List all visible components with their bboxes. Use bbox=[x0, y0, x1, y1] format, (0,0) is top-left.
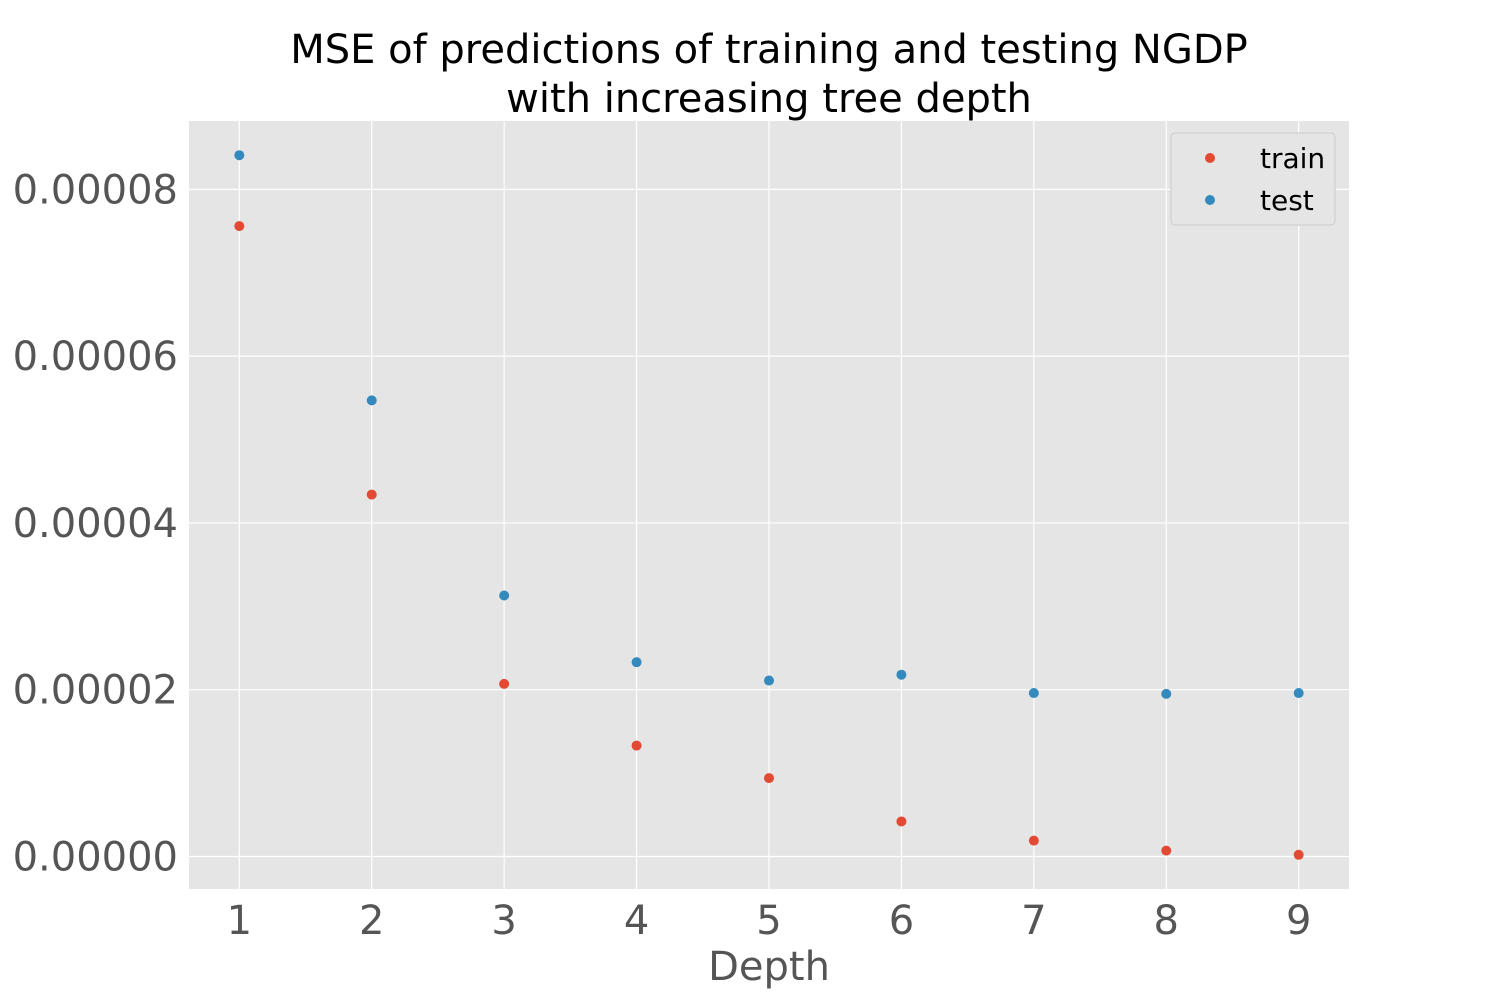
point-test bbox=[1161, 688, 1172, 699]
x-axis-label: Depth bbox=[708, 944, 830, 990]
legend-label-train: train bbox=[1260, 142, 1325, 175]
x-tick-label: 2 bbox=[359, 898, 384, 944]
legend-marker-train bbox=[1205, 153, 1215, 163]
x-tick-label: 4 bbox=[624, 898, 649, 944]
point-test bbox=[896, 669, 907, 680]
point-test bbox=[764, 675, 774, 686]
y-tick-label: 0.00004 bbox=[13, 501, 178, 547]
point-test bbox=[366, 395, 377, 406]
x-tick-label: 1 bbox=[227, 898, 252, 944]
tick-labels: 1 2 3 4 5 6 7 8 9 0.00000 0.00002 0.00004 0.00006 0.0… bbox=[13, 167, 1312, 944]
chart-title-line-2: with increasing tree depth bbox=[506, 76, 1032, 122]
y-tick-label: 0.00006 bbox=[13, 334, 178, 380]
legend-marker-test bbox=[1205, 195, 1215, 205]
point-test bbox=[1293, 688, 1304, 699]
point-test bbox=[234, 150, 245, 161]
grid bbox=[189, 121, 1349, 889]
point-train bbox=[234, 221, 245, 232]
x-tick-label: 7 bbox=[1021, 898, 1046, 944]
point-train bbox=[631, 740, 642, 751]
point-test bbox=[1028, 688, 1039, 699]
legend-label-test: test bbox=[1260, 184, 1314, 217]
chart-title-line-1: MSE of predictions of training and testi… bbox=[290, 27, 1248, 73]
data-points bbox=[234, 150, 1304, 860]
point-train bbox=[764, 773, 774, 784]
x-tick-label: 5 bbox=[756, 898, 781, 944]
x-tick-label: 8 bbox=[1154, 898, 1179, 944]
x-tick-label: 6 bbox=[889, 898, 914, 944]
point-train bbox=[1293, 849, 1304, 860]
point-train bbox=[1161, 845, 1172, 856]
point-train bbox=[896, 816, 907, 827]
point-train bbox=[366, 489, 377, 500]
point-test bbox=[631, 657, 642, 668]
x-tick-label: 3 bbox=[491, 898, 516, 944]
y-tick-label: 0.00008 bbox=[13, 167, 178, 213]
y-tick-label: 0.00000 bbox=[13, 834, 178, 880]
x-tick-label: 9 bbox=[1286, 898, 1311, 944]
y-tick-label: 0.00002 bbox=[13, 668, 178, 714]
point-test bbox=[499, 590, 510, 601]
point-train bbox=[499, 678, 510, 689]
point-train bbox=[1028, 835, 1039, 846]
legend: train test bbox=[1170, 132, 1336, 226]
